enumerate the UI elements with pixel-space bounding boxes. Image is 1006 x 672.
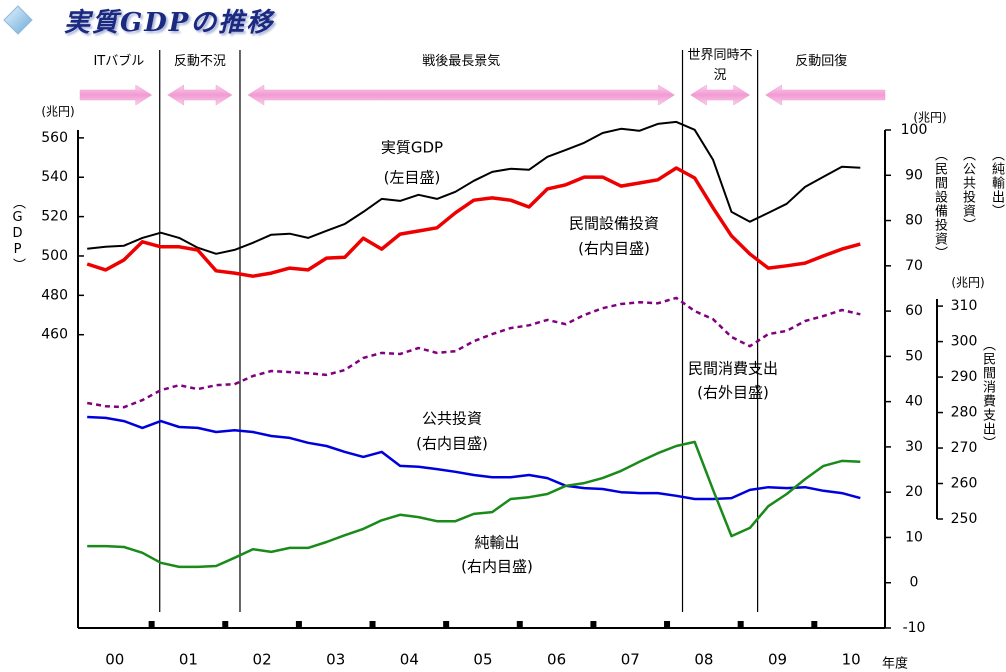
y-tick-label: 480: [41, 287, 68, 303]
x-tick-label: 07: [621, 651, 640, 669]
y-tick-label: 520: [41, 209, 68, 225]
y2-tick-label: 10: [905, 529, 923, 545]
x-tick-label: 00: [105, 651, 124, 669]
period-label: 戦後最長景気: [422, 54, 501, 69]
x-tick-mark: [811, 621, 818, 628]
period-arrow: [167, 84, 233, 106]
y3-unit: (兆円): [951, 276, 984, 290]
y2-tick-label: 40: [905, 394, 923, 410]
x-tick-mark: [516, 621, 523, 628]
series-line: [87, 120, 861, 255]
y2-axis-title: （純輸出）: [989, 148, 1004, 218]
y-tick-label: 560: [41, 130, 68, 146]
y3-tick-label: 310: [951, 298, 978, 314]
period-label: 反動回復: [795, 54, 848, 69]
y-tick-label: 460: [41, 327, 68, 343]
x-tick-label: 06: [547, 651, 566, 669]
x-axis-label: 年度: [882, 656, 908, 672]
y2-tick-label: 50: [905, 348, 923, 364]
y3-tick-label: 300: [951, 334, 978, 350]
y3-tick-label: 280: [951, 405, 978, 421]
x-tick-mark: [295, 621, 302, 628]
x-tick-label: 09: [768, 651, 787, 669]
y2-tick-label: 100: [901, 122, 928, 138]
series-line: [86, 166, 861, 278]
y2-axis-title: （民間設備投資）: [932, 148, 947, 260]
y3-tick-label: 250: [951, 511, 978, 527]
series-scale-label: (右内目盛): [578, 240, 650, 258]
y-unit: (兆円): [41, 105, 74, 119]
y3-axis-title: （民間消費支出）: [980, 338, 995, 450]
x-tick-label: 08: [694, 651, 713, 669]
series-line: [87, 440, 861, 569]
series-scale-label: (右外目盛): [697, 384, 769, 402]
period-label: ITバブル: [93, 54, 145, 69]
series-scale-label: (右内目盛): [461, 558, 533, 576]
series-label: 純輸出: [474, 534, 519, 552]
series-scale-label: (右内目盛): [416, 435, 488, 453]
period-label: 世界同時不況: [687, 48, 753, 83]
y2-tick-label: 30: [905, 439, 923, 455]
x-tick-label: 10: [842, 651, 861, 669]
y-tick-label: 500: [41, 248, 68, 264]
y2-tick-label: 20: [905, 484, 923, 500]
period-arrow: [765, 84, 886, 106]
series-label: 公共投資: [422, 410, 482, 428]
y2-tick-label: 70: [905, 258, 923, 274]
y2-tick-label: 0: [910, 575, 919, 591]
y2-axis-title: （公共投資）: [960, 148, 975, 232]
x-tick-label: 05: [473, 651, 492, 669]
period-arrow: [247, 84, 675, 106]
y3-tick-label: 290: [951, 369, 978, 385]
x-tick-mark: [222, 621, 229, 628]
chart-title: 実質GDPの推移: [64, 8, 275, 38]
series-label: 民間消費支出: [688, 360, 778, 378]
x-tick-label: 01: [179, 651, 198, 669]
y2-tick-label: 80: [905, 213, 923, 229]
y2-tick-label: -10: [903, 620, 926, 636]
y2-unit: (兆円): [913, 111, 946, 125]
y3-tick-label: 270: [951, 440, 978, 456]
period-arrow: [690, 84, 751, 106]
y-tick-label: 540: [41, 169, 68, 185]
x-tick-mark: [443, 621, 450, 628]
x-tick-mark: [369, 621, 376, 628]
x-tick-mark: [737, 621, 744, 628]
period-arrow: [79, 84, 153, 106]
series-label: 民間設備投資: [569, 215, 659, 233]
period-label: 反動不況: [173, 54, 226, 69]
y-axis-title: （GDP）: [10, 196, 25, 272]
x-tick-label: 02: [253, 651, 272, 669]
x-tick-mark: [590, 621, 597, 628]
x-tick-label: 03: [326, 651, 345, 669]
x-tick-mark: [148, 621, 155, 628]
y2-tick-label: 90: [905, 167, 923, 183]
series-label: 実質GDP: [381, 139, 443, 157]
series-line: [87, 415, 861, 501]
series-scale-label: (左目盛): [384, 169, 441, 187]
x-tick-mark: [664, 621, 671, 628]
y2-tick-label: 60: [905, 303, 923, 319]
x-tick-label: 04: [400, 651, 419, 669]
title-icon: [3, 5, 33, 35]
y3-tick-label: 260: [951, 476, 978, 492]
